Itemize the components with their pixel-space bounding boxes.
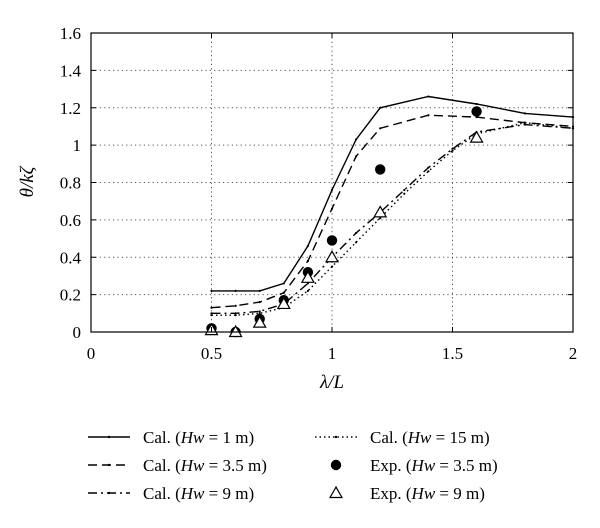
line-point [379,106,382,109]
plot-series [204,95,575,338]
line-point [258,310,261,313]
line-point [523,121,526,124]
x-tick-label: 1.5 [442,344,463,363]
line-point [355,155,358,158]
line-point [330,188,334,192]
line-point [210,312,213,315]
line-point [427,166,430,169]
legend-swatch-point [107,491,111,495]
y-tick-label: 1 [73,136,82,155]
legend-label: Cal. (Hw = 9 m) [143,484,254,503]
legend-label: Exp. (Hw = 3.5 m) [370,456,498,475]
x-tick-label: 1 [328,344,337,363]
line-point [210,306,213,309]
series-6 [204,130,484,338]
series-line [211,123,574,314]
legend-marker [330,459,342,471]
legend-swatch-point [107,435,111,439]
x-axis-title: λ/L [319,372,344,393]
series-2 [210,114,575,309]
y-tick-label: 1.4 [60,61,82,80]
line-point [427,114,430,117]
line-point [258,301,261,304]
x-tick-label: 0.5 [201,344,222,363]
series-3 [210,123,575,315]
line-point [330,207,334,210]
y-tick-label: 0 [73,323,82,342]
series-5 [206,106,482,338]
line-point [282,282,285,285]
line-point [427,95,430,98]
data-point [471,106,482,117]
line-point [379,127,382,130]
legend-label: Cal. (Hw = 1 m) [143,428,254,447]
line-point [523,123,526,126]
y-tick-label: 1.2 [60,99,81,118]
data-point [300,270,315,283]
line-point [282,291,285,294]
data-point [375,164,386,175]
line-point [210,289,213,292]
line-point [234,314,237,317]
data-point [373,205,388,218]
legend-swatch-point [107,463,111,467]
legend-label: Exp. (Hw = 9 m) [370,484,485,503]
line-point [258,289,261,292]
line-point [306,244,309,248]
line-point [355,138,358,141]
line-point [355,231,358,235]
grid [91,33,573,332]
legend-label: Cal. (Hw = 3.5 m) [143,456,267,475]
axis-ticks: 0 0.5 1 1.5 2 0 0.2 0.4 0.6 0.8 1 1.2 1.4 1.6 [60,24,578,363]
data-point [324,250,340,263]
line-point [306,289,309,292]
line-point [403,192,406,195]
legend-item: Exp. (Hw = 3.5 m) [330,456,498,475]
line-point [306,259,309,263]
legend-item: Cal. (Hw = 1 m) [88,428,254,447]
legend: Cal. (Hw = 1 m) Cal. (Hw = 15 m) Cal. (Hw … [88,428,498,503]
legend-marker [328,485,344,499]
line-point [330,265,334,268]
data-point [326,235,338,246]
series-4 [210,121,575,317]
data-point [252,315,267,328]
legend-label: Cal. (Hw = 15 m) [370,428,490,447]
line-point [210,314,213,317]
x-tick-label: 2 [569,344,578,363]
line-point [234,304,237,307]
y-tick-label: 0.4 [60,248,82,267]
legend-item: Cal. (Hw = 9 m) [88,484,254,503]
line-point [451,147,454,150]
data-point [276,296,291,310]
y-tick-label: 1.6 [60,24,81,43]
line-point [234,289,237,292]
x-tick-label: 0 [87,344,96,363]
series-line [211,95,574,292]
legend-item: Cal. (Hw = 15 m) [315,428,490,447]
y-tick-label: 0.6 [60,211,81,230]
line-point [234,312,237,315]
series-line [211,121,574,316]
line-point [451,149,454,152]
line-point [355,241,358,244]
line-point [403,188,406,192]
legend-item: Exp. (Hw = 9 m) [328,484,485,503]
y-tick-label: 0.8 [60,174,81,193]
series-line [211,114,574,309]
legend-item: Cal. (Hw = 3.5 m) [88,456,267,475]
legend-swatch-point [334,435,338,439]
line-point [475,102,478,106]
line-point [427,170,430,173]
data-point [228,324,243,338]
y-axis-title: θ/kζ [17,165,38,197]
data-point [469,130,484,143]
line-point [523,112,526,115]
y-tick-label: 0.2 [60,286,81,305]
